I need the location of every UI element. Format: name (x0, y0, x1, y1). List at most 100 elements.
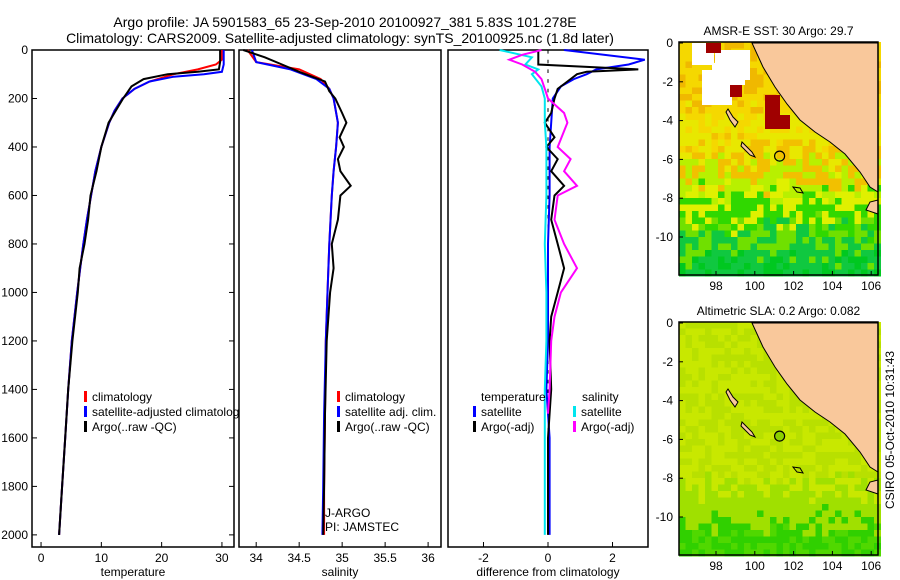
map-cell (776, 380, 784, 388)
map-cell (679, 243, 686, 251)
map-cell (685, 198, 693, 205)
map-cell (744, 478, 751, 485)
map-cell (692, 159, 699, 166)
map-cell (724, 191, 732, 199)
map-cell (861, 198, 868, 205)
map-cell (711, 530, 719, 537)
map-cell (698, 113, 706, 121)
map-cell (685, 510, 693, 518)
map-cell (815, 478, 823, 485)
x-tick-label: 2 (609, 551, 616, 565)
x-tick-label: 36 (421, 551, 435, 565)
map-cell (705, 165, 712, 173)
map-cell (698, 185, 706, 192)
map-cell (783, 224, 790, 231)
map-cell (809, 439, 816, 446)
map-cell (789, 452, 797, 459)
map-cell (698, 341, 706, 349)
map-cell (822, 491, 829, 498)
map-cell (750, 269, 758, 277)
map-cell (802, 452, 810, 459)
map-cell (770, 387, 777, 394)
map-cell (685, 452, 693, 459)
map-cell (757, 458, 764, 466)
map-cell (724, 484, 732, 492)
map-cell (861, 217, 868, 225)
map-cell (802, 432, 810, 440)
map-cell (776, 419, 784, 427)
map-cell (815, 549, 823, 557)
map-cell (822, 198, 829, 205)
map-cell (698, 445, 706, 453)
map-cell (711, 510, 719, 518)
map-cell (698, 432, 706, 440)
sst-map: AMSR-E SST: 30 Argo: 29.798 100 102 104 1060… (656, 24, 882, 293)
map-cell (692, 328, 699, 336)
map-cell (705, 198, 712, 205)
map-cell (698, 120, 706, 127)
map-cell (815, 185, 823, 192)
map-cell (809, 263, 816, 270)
map-cell (815, 517, 823, 524)
map-cell (835, 484, 842, 492)
map-cell (711, 497, 719, 505)
y-tick-label: -4 (662, 114, 673, 128)
map-cell (692, 165, 699, 173)
map-cell (679, 504, 686, 511)
map-cell (718, 367, 725, 375)
title-line-2: Climatology: CARS2009. Satellite-adjuste… (66, 30, 614, 46)
map-cell (679, 81, 686, 88)
map-cell (770, 497, 777, 505)
map-cell (718, 165, 725, 173)
map-cell (757, 178, 764, 186)
map-cell (737, 42, 745, 49)
map-cell (783, 426, 790, 433)
map-cell (835, 172, 842, 179)
map-cell (685, 335, 693, 342)
map-cell (867, 237, 875, 244)
map-cell (750, 413, 758, 420)
map-cell (692, 198, 699, 205)
map-cell (757, 133, 764, 140)
map-cell (809, 517, 816, 524)
map-cell (718, 204, 725, 212)
map-cell (763, 87, 771, 95)
map-cell (770, 400, 777, 407)
map-cell (835, 237, 842, 244)
map-cell (705, 406, 712, 414)
map-cell (757, 523, 764, 531)
map-cell (867, 536, 875, 544)
map-cell (718, 393, 725, 401)
map-cell (809, 250, 816, 257)
map-cell (737, 107, 745, 114)
map-cell (796, 523, 803, 531)
map-cell (789, 471, 797, 479)
map-cell (796, 198, 803, 205)
map-cell (731, 530, 738, 537)
map-cell (835, 497, 842, 505)
map-cell (776, 549, 784, 557)
map-cell (815, 243, 823, 251)
map-cell (835, 165, 842, 173)
map-cell (776, 426, 784, 433)
map-cell (835, 536, 842, 544)
map-cell (835, 211, 842, 218)
map-cell (815, 530, 823, 537)
map-cell (828, 198, 836, 205)
map-cell (685, 172, 693, 179)
y-tick-label: 0 (666, 316, 673, 330)
map-cell (783, 478, 790, 485)
map-cell (698, 243, 706, 251)
map-cell (698, 139, 706, 147)
map-cell (718, 172, 725, 179)
map-cell (783, 263, 790, 270)
map-cell (867, 523, 875, 531)
map-cell (763, 426, 771, 433)
map-cell (724, 413, 732, 420)
map-cell (776, 497, 784, 505)
map-cell (841, 432, 849, 440)
map-cell (854, 458, 862, 466)
map-cell (763, 543, 771, 550)
map-cell (770, 185, 777, 192)
map-cell (692, 536, 699, 544)
